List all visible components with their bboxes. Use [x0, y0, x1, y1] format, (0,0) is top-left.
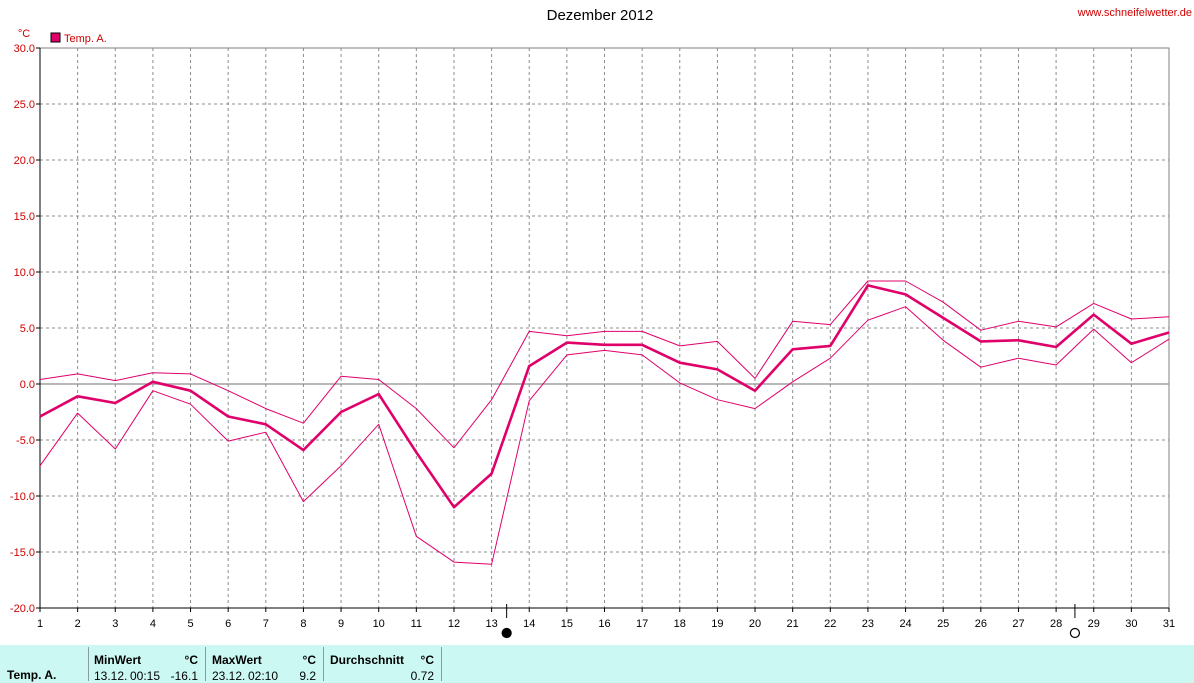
y-tick-label: -15.0 [10, 547, 35, 559]
x-tick-label: 28 [1050, 618, 1062, 630]
x-tick-label: 26 [975, 618, 987, 630]
series [39, 280, 1170, 565]
stats-min-value: -16.1 [170, 669, 198, 683]
stats-max-date: 23.12. [212, 669, 246, 683]
tick-labels: 30.0 25.0 20.0 15.0 10.0 5.0 0.0 -5.0 -10.0 -15.0… [10, 43, 1175, 630]
x-tick-label: 7 [263, 618, 269, 630]
stats-avg-label: Durchschnitt [330, 653, 405, 667]
x-tick-label: 1 [37, 618, 43, 630]
y-axis-unit: °C [18, 28, 30, 40]
stats-max-time: 02:10 [248, 669, 279, 683]
x-tick-label: 6 [225, 618, 231, 630]
x-tick-label: 15 [561, 618, 573, 630]
x-tick-label: 14 [523, 618, 535, 630]
stats-panel: Temp. A. MinWert °C 13.12. 00:15 -16.1 M… [0, 645, 1194, 683]
x-tick-label: 21 [787, 618, 799, 630]
y-tick-label: 30.0 [14, 43, 35, 55]
y-tick-label: 0.0 [20, 379, 35, 391]
x-tick-label: 3 [112, 618, 118, 630]
x-tick-label: 11 [411, 618, 422, 630]
site-link[interactable]: www.schneifelwetter.de [1077, 7, 1192, 19]
stats-max-label: MaxWert [212, 653, 262, 667]
x-tick-label: 20 [749, 618, 761, 630]
x-tick-label: 12 [448, 618, 460, 630]
stats-divider [323, 647, 324, 681]
series-line-max [39, 280, 1170, 449]
x-tick-label: 10 [373, 618, 385, 630]
x-tick-label: 25 [937, 618, 949, 630]
x-tick-label: 18 [674, 618, 686, 630]
stats-divider [88, 647, 89, 681]
series-line-min [39, 306, 1170, 565]
x-tick-label: 17 [636, 618, 648, 630]
x-tick-label: 23 [862, 618, 874, 630]
stats-max-unit: °C [302, 653, 316, 667]
legend-swatch [50, 32, 61, 43]
stats-max-value: 9.2 [299, 669, 316, 683]
axes [36, 47, 1170, 639]
x-tick-label: 24 [899, 618, 911, 630]
y-tick-label: 10.0 [14, 267, 35, 279]
x-tick-label: 9 [338, 618, 344, 630]
x-tick-label: 13 [485, 618, 497, 630]
new-moon-icon [501, 627, 512, 639]
x-tick-label: 19 [711, 618, 723, 630]
y-tick-label: 5.0 [20, 323, 35, 335]
x-tick-label: 16 [598, 618, 610, 630]
y-tick-label: 20.0 [14, 155, 35, 167]
temperature-chart: Dezember 2012 www.schneifelwetter.de °C … [10, 7, 1192, 639]
stats-divider [205, 647, 206, 681]
x-tick-label: 22 [824, 618, 836, 630]
full-moon-icon [1069, 627, 1081, 639]
y-tick-label: -10.0 [10, 491, 35, 503]
stats-row-label-cell: Temp. A. [0, 645, 88, 683]
stats-divider [441, 647, 442, 681]
x-tick-label: 2 [75, 618, 81, 630]
stats-avg-value: 0.72 [410, 669, 434, 683]
y-tick-label: -20.0 [10, 603, 35, 615]
grid [39, 47, 1170, 609]
y-tick-label: 15.0 [14, 211, 35, 223]
x-tick-label: 5 [187, 618, 193, 630]
stats-min-unit: °C [184, 653, 198, 667]
legend-label: Temp. A. [64, 33, 107, 45]
stats-avg-cell: Durchschnitt °C 0.72 [324, 645, 440, 683]
stats-min-label: MinWert [94, 653, 142, 667]
stats-min-date: 13.12. [94, 669, 128, 683]
x-tick-label: 29 [1088, 618, 1100, 630]
y-tick-label: -5.0 [16, 435, 35, 447]
x-tick-label: 27 [1012, 618, 1024, 630]
x-tick-label: 8 [300, 618, 306, 630]
x-tick-label: 30 [1125, 618, 1137, 630]
stats-min-cell: MinWert °C 13.12. 00:15 -16.1 [89, 645, 204, 683]
stats-max-cell: MaxWert °C 23.12. 02:10 9.2 [206, 645, 322, 683]
y-tick-label: 25.0 [14, 99, 35, 111]
stats-row-label: Temp. A. [7, 668, 57, 682]
series-line-mean [39, 284, 1170, 509]
x-tick-label: 31 [1163, 618, 1175, 630]
chart-title: Dezember 2012 [547, 7, 654, 24]
stats-min-time: 00:15 [130, 669, 161, 683]
stats-avg-unit: °C [420, 653, 434, 667]
x-tick-label: 4 [150, 618, 156, 630]
